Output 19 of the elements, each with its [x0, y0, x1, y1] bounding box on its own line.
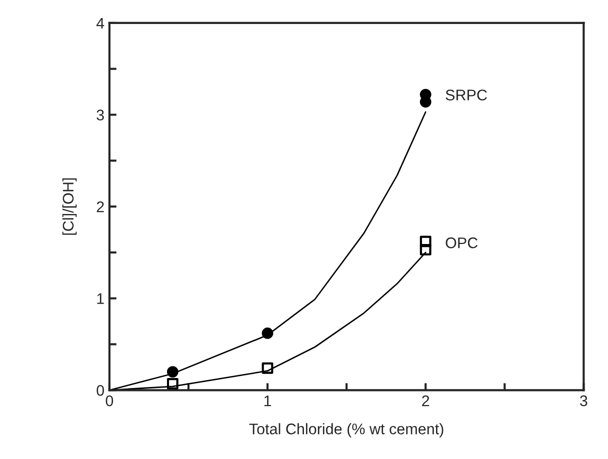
point: [262, 328, 274, 339]
point: [420, 236, 432, 248]
series-label: OPC: [446, 237, 478, 248]
y-tick-label: 0: [96, 385, 104, 396]
y-tick-label: 2: [96, 201, 104, 212]
point: [166, 378, 178, 390]
y-axis-title: [Cl]/[OH]: [62, 178, 77, 235]
series-label: SRPC: [446, 90, 487, 100]
point: [262, 362, 274, 374]
y-tick-label: 4: [96, 18, 104, 28]
x-axis-title: Total Chloride (% wt cement): [249, 423, 444, 438]
point: [420, 244, 432, 256]
x-tick-label: 1: [264, 396, 272, 406]
y-tick-label: 3: [96, 110, 104, 120]
y-tick-label: 1: [97, 293, 104, 304]
x-tick-label: 0: [106, 395, 114, 406]
point: [166, 366, 178, 378]
x-tick-label: 3: [580, 395, 588, 406]
x-tick-label: 2: [422, 395, 430, 406]
